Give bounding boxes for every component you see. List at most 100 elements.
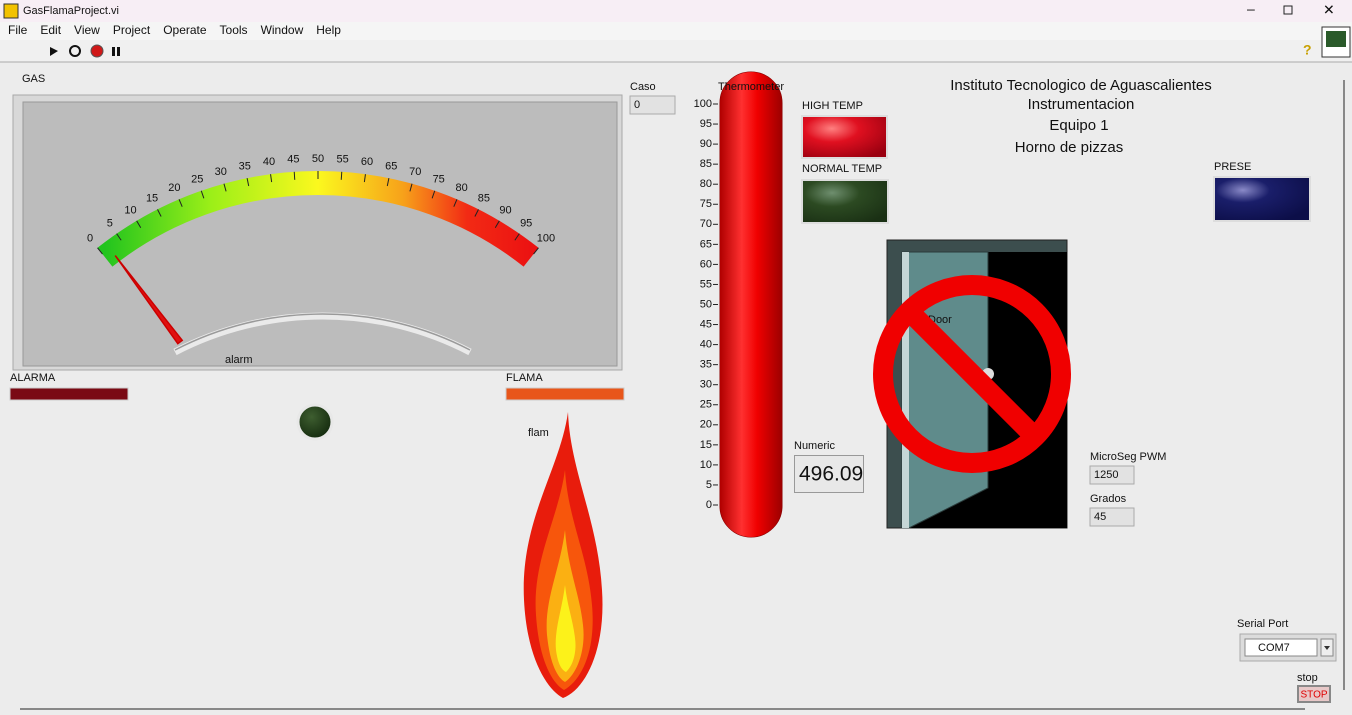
gauge-tick	[453, 199, 458, 207]
run-button[interactable]	[50, 47, 58, 56]
normal-temp-led	[801, 179, 889, 224]
header-line: Horno de pizzas	[1015, 139, 1123, 156]
gauge-tick	[409, 183, 413, 192]
gauge-tick	[157, 209, 162, 217]
gauge-tick	[386, 178, 390, 187]
menu-item[interactable]: Help	[316, 23, 341, 37]
numeric-value: 496.09	[799, 463, 863, 486]
gauge-tick	[200, 190, 205, 199]
gauge-tick	[363, 174, 366, 183]
gauge-tick	[293, 171, 296, 180]
menu-item[interactable]: Project	[113, 23, 151, 37]
thermometer-tick-label: 55	[700, 278, 712, 290]
thermometer-tick-label: 20	[700, 419, 712, 431]
gauge-tick	[136, 220, 142, 228]
menu-item[interactable]: Edit	[40, 23, 61, 37]
gauge-tick	[270, 174, 273, 183]
close[interactable]: ✕	[1323, 2, 1335, 18]
thermometer-tick-label: 15	[700, 439, 712, 451]
thermometer-tick-label: 5	[706, 479, 712, 491]
thermometer-tick-label: 65	[700, 238, 712, 250]
menu-item[interactable]: Window	[261, 23, 304, 37]
header-line: Instituto Tecnologico de Aguascalientes	[950, 77, 1212, 94]
gauge-tick-label: 85	[478, 193, 490, 205]
thermometer-tick-label: 75	[700, 198, 712, 210]
abort-button[interactable]	[90, 44, 104, 58]
led-label: PRESE	[1214, 161, 1251, 173]
vi-icon-screen	[1326, 31, 1346, 47]
gauge-tick-label: 80	[456, 182, 468, 194]
menu-item[interactable]: View	[74, 23, 100, 37]
stop-button[interactable]	[1297, 685, 1331, 703]
pwm-field	[1089, 465, 1135, 485]
prese-led	[1213, 176, 1311, 222]
gauge-tick	[431, 190, 436, 199]
toolbar	[0, 40, 1352, 62]
gauge-tick-label: 65	[385, 160, 397, 172]
thermometer-tick-label: 70	[700, 218, 712, 230]
run-continuous-button[interactable]	[69, 45, 81, 57]
grados-label: Grados	[1090, 493, 1127, 505]
grados-value: 45	[1094, 511, 1106, 523]
thermometer-tick-label: 80	[700, 178, 712, 190]
serial-value[interactable]: COM7	[1258, 642, 1290, 654]
thermometer-tick-label: 50	[700, 298, 712, 310]
alarma-bar	[9, 387, 129, 401]
restore[interactable]	[1283, 5, 1293, 15]
thermometer-tick-label: 40	[700, 339, 712, 351]
thermometer-tick-label: 60	[700, 258, 712, 270]
pause-button[interactable]	[112, 47, 115, 56]
gauge-tick	[97, 247, 103, 255]
flame-core	[555, 585, 576, 672]
title-bar	[0, 0, 1352, 22]
menu: File Edit View Project Operate Tools Window Hel…	[8, 23, 341, 37]
gauge-tick-label: 60	[361, 156, 373, 168]
menu-item[interactable]: Tools	[220, 23, 248, 37]
menu-bar	[0, 22, 1352, 40]
thermometer-tick-label: 90	[700, 138, 712, 150]
gauge-tick-label: 45	[287, 154, 299, 166]
thermometer-tick-label: 0	[706, 499, 712, 511]
gauge: 0 5 10 15 20 25 30 35 40 45 50 55 60 65 70 75 80 85 90 95 10…	[87, 153, 555, 345]
stop-button-text[interactable]: STOP	[1300, 690, 1327, 701]
gauge-caption: alarm	[225, 354, 253, 366]
gauge-tick	[223, 183, 227, 192]
thermometer-tick-label: 95	[700, 118, 712, 130]
gauge-tick	[514, 233, 520, 241]
numeric-label: Numeric	[794, 440, 835, 452]
thermometer-tick-label: 85	[700, 158, 712, 170]
caso-value: 0	[634, 99, 640, 111]
gauge-tick	[178, 199, 183, 207]
pause-button[interactable]	[117, 47, 120, 56]
thermometer-tick-label: 35	[700, 359, 712, 371]
gauge-hub	[173, 312, 472, 356]
prohibition-bar	[902, 304, 1042, 444]
gauge-tick-label: 95	[520, 218, 532, 230]
serial-label: Serial Port	[1237, 618, 1288, 630]
menu-item[interactable]: Operate	[163, 23, 207, 37]
gauge-tick	[246, 178, 250, 187]
caso-field	[629, 95, 676, 115]
thermometer-tick-label: 100	[694, 98, 712, 110]
flame-caption: flam	[528, 427, 549, 439]
gauge-tick-label: 15	[146, 193, 158, 205]
gauge-tick-label: 0	[87, 232, 93, 244]
door-hinge	[902, 252, 909, 528]
gauge-hub-edge	[174, 313, 471, 351]
pwm-value: 1250	[1094, 469, 1118, 481]
help-icon[interactable]: ?	[1303, 42, 1312, 58]
gauge-tick-label: 100	[537, 232, 555, 244]
minimize[interactable]: –	[1247, 1, 1255, 17]
thermometer-tick-label: 10	[700, 459, 712, 471]
gauge-label: GAS	[22, 73, 45, 85]
stop-label: stop	[1297, 672, 1318, 684]
caso-label: Caso	[630, 81, 656, 93]
dropdown-arrow	[1324, 646, 1330, 650]
gauge-tick	[340, 171, 343, 180]
gauge-tick	[474, 209, 479, 217]
header-line: Equipo 1	[1049, 117, 1108, 134]
menu-item[interactable]: File	[8, 23, 28, 37]
serial-field[interactable]	[1244, 638, 1318, 657]
gauge-tick	[116, 233, 122, 241]
